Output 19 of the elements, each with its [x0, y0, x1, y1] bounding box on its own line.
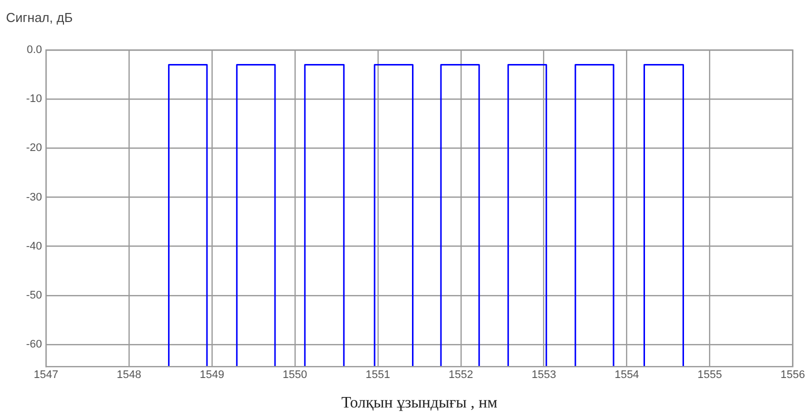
y-tick-label: -10 — [26, 93, 42, 106]
y-tick-label: -60 — [26, 338, 42, 351]
x-tick-label: 1553 — [532, 369, 556, 382]
x-tick-label: 1556 — [780, 369, 806, 382]
x-tick-label: 1551 — [366, 369, 390, 382]
y-tick-label: -40 — [26, 240, 42, 252]
x-tick-label: 1549 — [200, 369, 224, 382]
x-axis-title: Толқын ұзындығы , нм — [341, 394, 498, 412]
x-tick-label: 1547 — [34, 369, 58, 382]
x-tick-label: 1554 — [614, 369, 640, 382]
y-tick-label: -50 — [26, 289, 42, 302]
x-tick-label: 1548 — [116, 369, 142, 382]
x-tick-label: 1555 — [698, 369, 722, 382]
y-tick-label: -30 — [26, 191, 42, 204]
y-tick-label: -20 — [26, 142, 42, 154]
y-tick-label: 0.0 — [26, 44, 42, 56]
y-axis-title: Сигнал, дБ — [6, 10, 73, 25]
x-tick-label: 1550 — [282, 369, 308, 382]
x-tick-label: 1552 — [448, 369, 474, 382]
